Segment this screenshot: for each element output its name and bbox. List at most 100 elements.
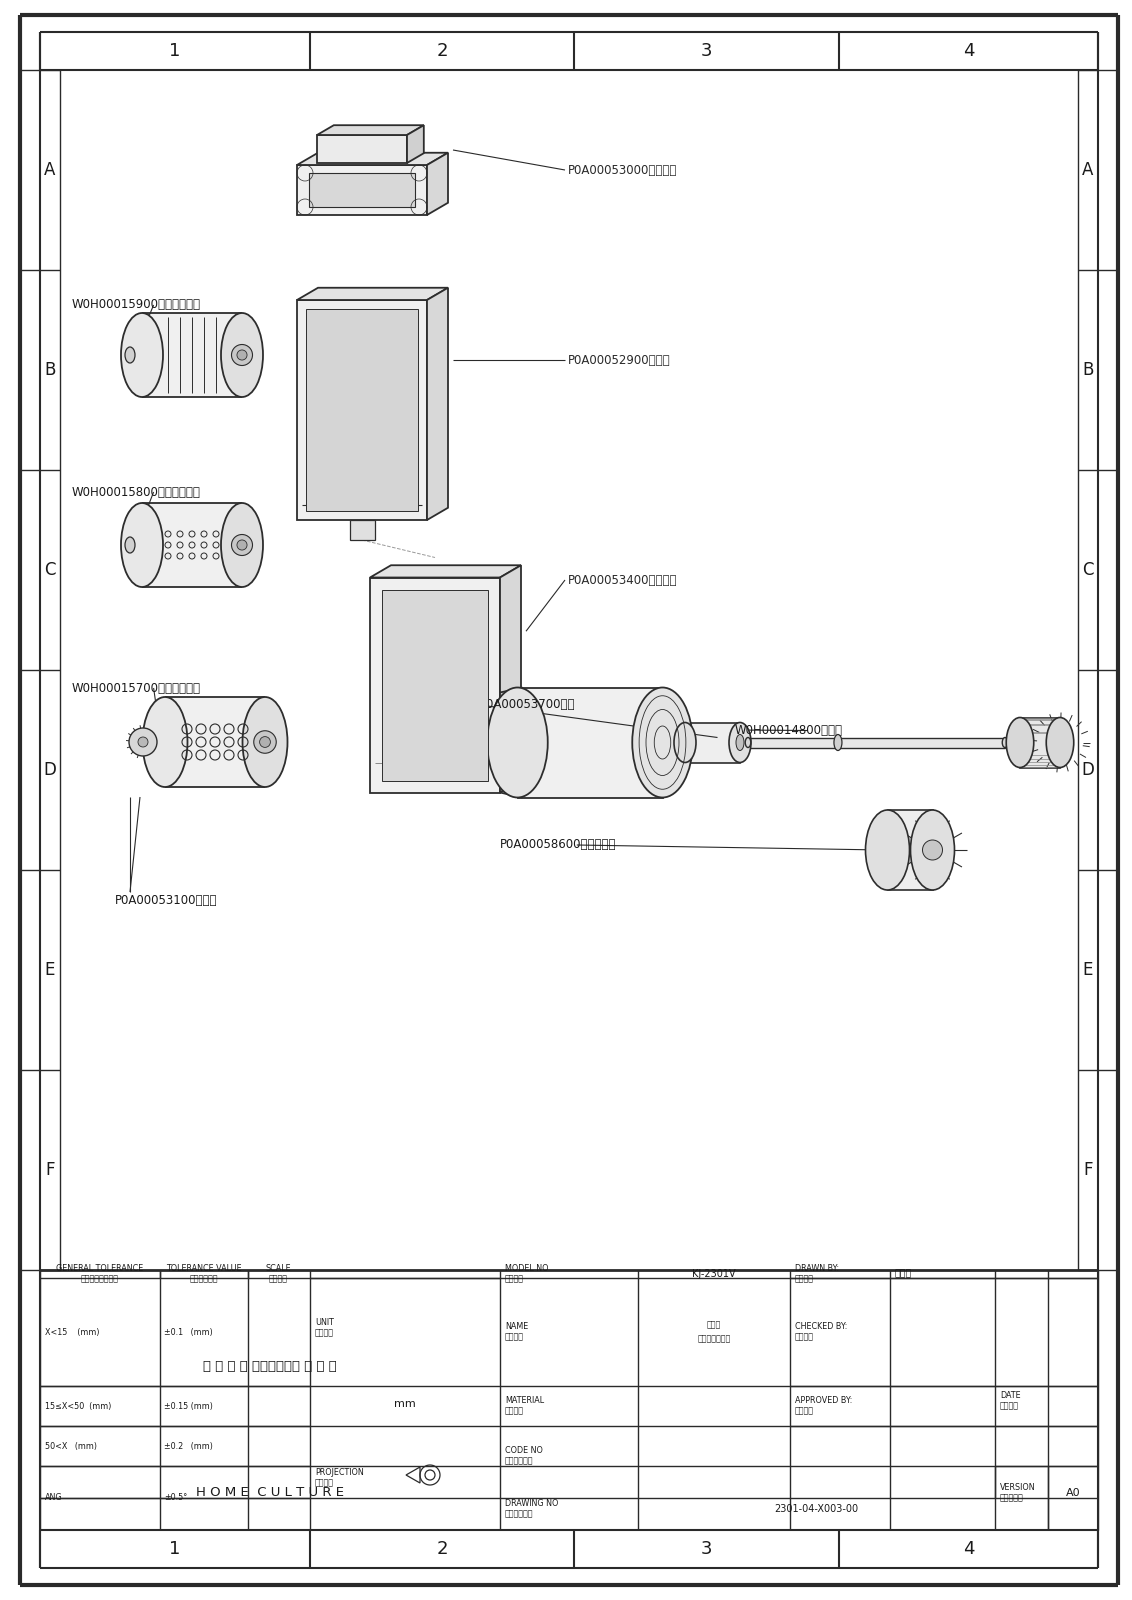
Circle shape (129, 728, 157, 757)
Text: C: C (44, 562, 55, 579)
Polygon shape (427, 288, 448, 520)
Circle shape (259, 736, 271, 747)
Text: P0A00052900挤压筒: P0A00052900挤压筒 (568, 354, 670, 366)
Ellipse shape (125, 538, 135, 554)
Text: W0H00015800滚刀（细丝）: W0H00015800滚刀（细丝） (72, 485, 200, 499)
Text: P0A00053400蔬菜切头: P0A00053400蔬菜切头 (568, 573, 677, 587)
Polygon shape (408, 125, 423, 163)
Text: PROJECTION
（投影）: PROJECTION （投影） (315, 1469, 363, 1488)
Text: mm: mm (394, 1398, 415, 1410)
Text: MATERIAL
（材质）: MATERIAL （材质） (505, 1397, 544, 1416)
Polygon shape (142, 502, 242, 587)
Text: 2: 2 (436, 42, 448, 59)
Ellipse shape (125, 347, 135, 363)
Text: ±0.2   (mm): ±0.2 (mm) (164, 1442, 213, 1451)
Polygon shape (500, 565, 521, 792)
Text: 3: 3 (701, 42, 712, 59)
Ellipse shape (121, 502, 163, 587)
Polygon shape (1020, 717, 1060, 768)
Text: F: F (45, 1162, 54, 1179)
Polygon shape (517, 688, 662, 797)
Circle shape (237, 539, 247, 550)
Text: 4: 4 (962, 42, 975, 59)
Ellipse shape (633, 688, 693, 797)
Ellipse shape (866, 810, 909, 890)
Text: 搅肉机: 搅肉机 (706, 1320, 721, 1330)
Text: X<15    (mm): X<15 (mm) (45, 1328, 100, 1336)
Text: 2301-04-X003-00: 2301-04-X003-00 (774, 1504, 858, 1514)
Text: B: B (44, 362, 55, 379)
Ellipse shape (487, 688, 548, 797)
Text: E: E (45, 962, 55, 979)
Circle shape (254, 731, 276, 754)
Text: TOLERANCE VALUE
（公差取值）: TOLERANCE VALUE （公差取值） (166, 1264, 242, 1283)
Text: P0A00053700轴套: P0A00053700轴套 (480, 699, 575, 712)
Ellipse shape (221, 502, 263, 587)
Polygon shape (685, 723, 740, 763)
Circle shape (138, 738, 148, 747)
Ellipse shape (242, 698, 288, 787)
Text: NAME
（名称）: NAME （名称） (505, 1322, 529, 1342)
Bar (350, 520, 375, 541)
Ellipse shape (121, 314, 163, 397)
Text: ±0.1   (mm): ±0.1 (mm) (164, 1328, 213, 1336)
Polygon shape (297, 152, 448, 165)
Circle shape (237, 350, 247, 360)
Text: 1: 1 (169, 42, 181, 59)
Polygon shape (297, 288, 448, 301)
Text: CODE NO
（物料编号）: CODE NO （物料编号） (505, 1446, 543, 1466)
Ellipse shape (745, 738, 751, 747)
Text: W0H00015900滚刀（切片）: W0H00015900滚刀（切片） (72, 299, 201, 312)
Polygon shape (748, 738, 1005, 747)
Text: ±0.15 (mm): ±0.15 (mm) (164, 1402, 213, 1411)
Ellipse shape (221, 314, 263, 397)
Text: MODEL NO
（型号）: MODEL NO （型号） (505, 1264, 549, 1283)
Bar (381, 589, 488, 781)
Polygon shape (317, 125, 423, 134)
Ellipse shape (674, 723, 696, 763)
Polygon shape (370, 565, 521, 578)
Polygon shape (297, 165, 427, 214)
Text: P0A00053000挤压筒盖: P0A00053000挤压筒盖 (568, 163, 677, 176)
Text: P0A00053100连接头: P0A00053100连接头 (115, 893, 217, 907)
Ellipse shape (834, 734, 842, 750)
Polygon shape (887, 810, 933, 890)
Ellipse shape (1002, 738, 1007, 747)
Ellipse shape (923, 840, 943, 861)
Text: 刘庆辉: 刘庆辉 (895, 1269, 912, 1278)
Text: A: A (44, 162, 55, 179)
Text: DATE
（日期）: DATE （日期） (1000, 1392, 1021, 1411)
Ellipse shape (910, 810, 954, 890)
Text: 4: 4 (962, 1539, 975, 1558)
Ellipse shape (1006, 717, 1034, 768)
Ellipse shape (729, 723, 751, 763)
Circle shape (232, 344, 252, 365)
Text: W0H00015700滚刀（粗丝）: W0H00015700滚刀（粗丝） (72, 682, 201, 694)
Text: E: E (1083, 962, 1094, 979)
Text: 50<X   (mm): 50<X (mm) (45, 1442, 97, 1451)
Polygon shape (297, 301, 427, 520)
Text: 15≤X<50  (mm): 15≤X<50 (mm) (45, 1402, 111, 1411)
Text: ANG: ANG (45, 1493, 62, 1502)
Text: 2: 2 (436, 1539, 448, 1558)
Polygon shape (165, 698, 265, 787)
Text: 3: 3 (701, 1539, 712, 1558)
Text: A0: A0 (1065, 1488, 1080, 1498)
Text: W0H00014800传动轴: W0H00014800传动轴 (735, 723, 843, 736)
Text: ±0.5°: ±0.5° (164, 1493, 187, 1502)
Text: GENERAL TOLERANCE
（未注公差尺寸）: GENERAL TOLERANCE （未注公差尺寸） (57, 1264, 144, 1283)
Text: 泓 首 翔 电 器（深圳）有 限 公 司: 泓 首 翔 电 器（深圳）有 限 公 司 (203, 1360, 337, 1373)
Text: 1: 1 (169, 1539, 181, 1558)
Text: A: A (1082, 162, 1094, 179)
Ellipse shape (143, 698, 188, 787)
Circle shape (232, 534, 252, 555)
Text: D: D (43, 762, 57, 779)
Polygon shape (370, 578, 500, 792)
Text: D: D (1081, 762, 1095, 779)
Text: KJ-2301V: KJ-2301V (692, 1269, 736, 1278)
Text: F: F (1083, 1162, 1092, 1179)
Text: VERSION
（版本号）: VERSION （版本号） (1000, 1483, 1036, 1502)
Text: C: C (1082, 562, 1094, 579)
Text: CHECKED BY:
（审核）: CHECKED BY: （审核） (795, 1322, 848, 1342)
Text: 切菜配件爆炸图: 切菜配件爆炸图 (697, 1334, 730, 1344)
